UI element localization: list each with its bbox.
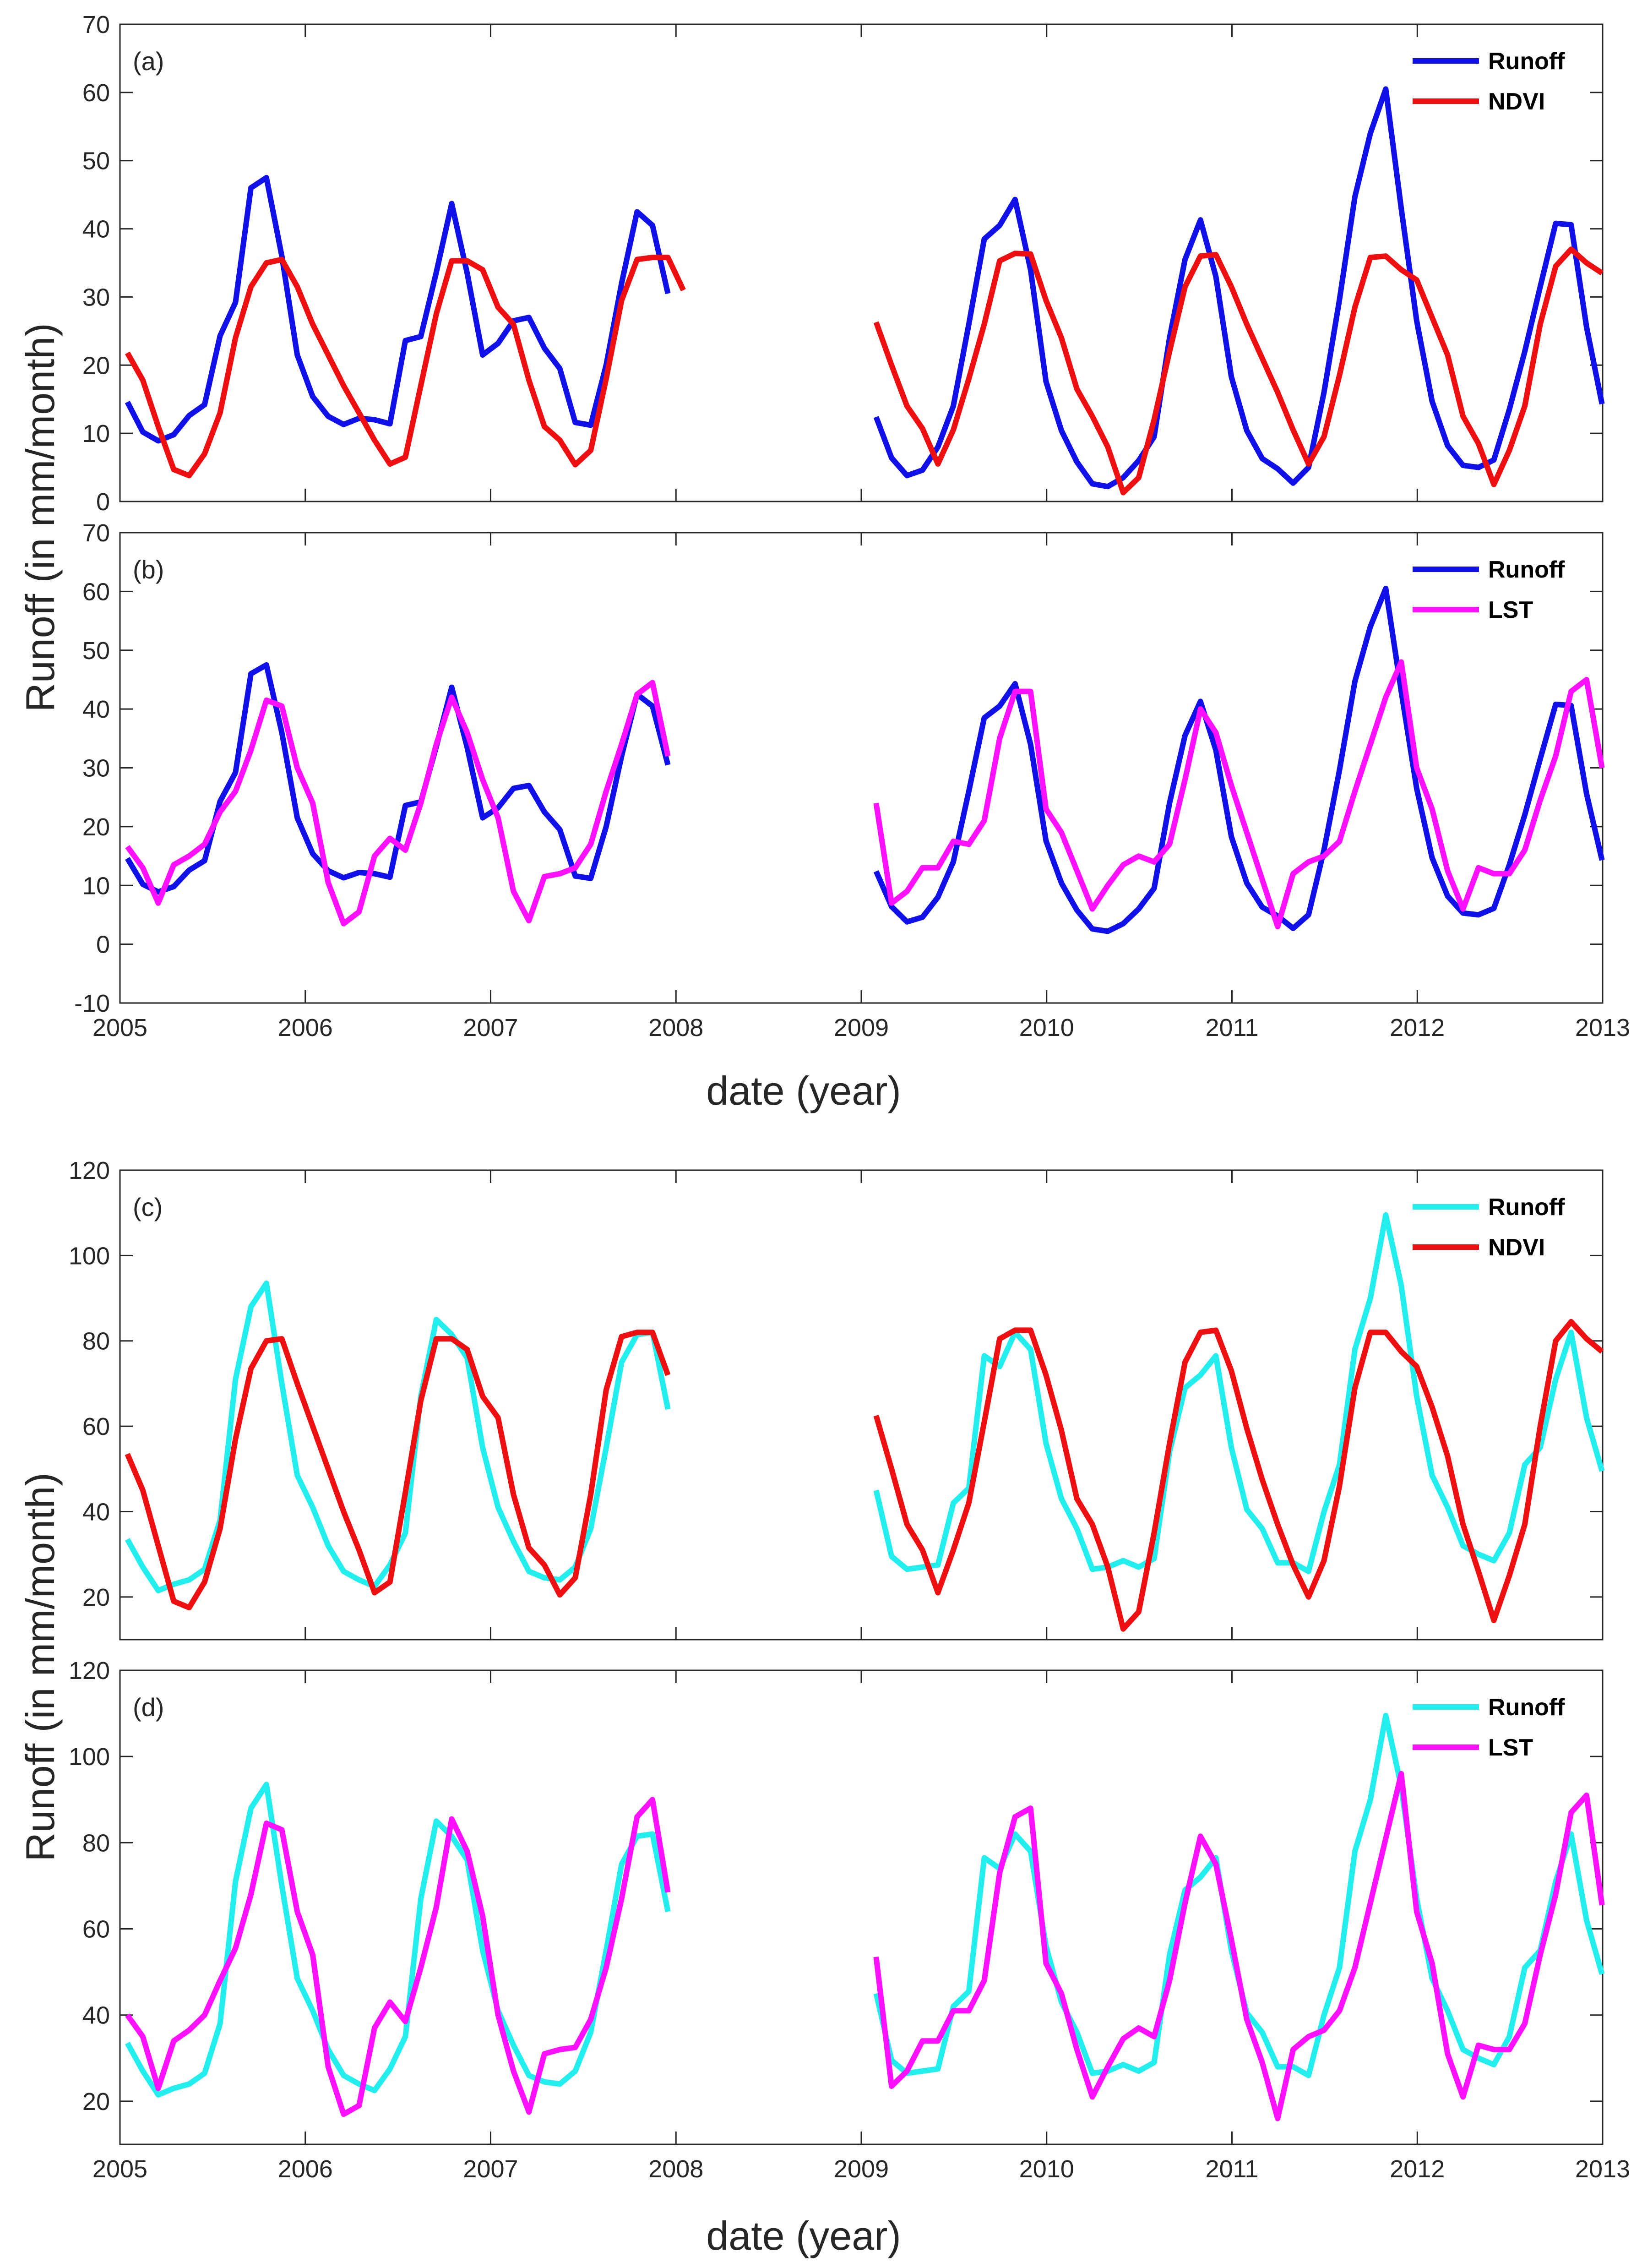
y-tick-label: 60	[82, 1413, 110, 1440]
panel-label: (a)	[133, 47, 164, 76]
series-runoff	[125, 1712, 1605, 2098]
y-tick-label: 10	[82, 420, 110, 447]
x-tick-label: 2012	[1390, 2155, 1445, 2183]
series-line-runoff	[125, 1782, 671, 2098]
x-axis-label-bottom: date (year)	[706, 2213, 901, 2258]
y-tick-label: 80	[82, 1328, 110, 1355]
x-tick-label: 2010	[1019, 2155, 1074, 2183]
legend: Runoff LST	[1413, 556, 1565, 623]
legend-entry: Runoff	[1488, 1694, 1565, 1721]
series-line-ndvi	[125, 1330, 671, 1611]
legend-entry: LST	[1488, 1734, 1533, 1761]
y-tick-label: -10	[74, 990, 110, 1017]
x-tick-label: 2005	[92, 2155, 147, 2183]
y-tick-label: 50	[82, 147, 110, 175]
series-ndvi	[125, 1319, 1604, 1632]
x-tick-label: 2006	[278, 2155, 333, 2183]
x-tick-label: 2009	[834, 2155, 889, 2183]
x-tick-label: 2007	[463, 2155, 518, 2183]
y-tick-label: 0	[96, 931, 110, 959]
series-line-runoff	[873, 586, 1605, 934]
axes-box	[119, 23, 1604, 502]
x-tick-label: 2013	[1575, 2155, 1630, 2183]
series-runoff	[125, 86, 1605, 490]
y-tick-label: 40	[82, 696, 110, 723]
series-ndvi	[125, 246, 1604, 496]
x-tick-label: 2007	[463, 1014, 518, 1041]
y-axis-label-bottom: Runoff (in mm/month)	[17, 1472, 63, 1861]
y-tick-label: 60	[82, 578, 110, 605]
legend: Runoff LST	[1413, 1694, 1565, 1761]
series-runoff	[125, 586, 1605, 934]
y-tick-label: 20	[82, 1584, 110, 1611]
y-tick-label: 100	[69, 1743, 110, 1771]
panel-d: 20 40 60 80 100 120 2005 2006 2007 2008 2009 2010 20…	[69, 1657, 1630, 2183]
y-tick-label: 80	[82, 1829, 110, 1857]
x-tick-label: 2008	[648, 1014, 703, 1041]
x-tick-label: 2011	[1205, 2155, 1258, 2183]
legend: Runoff NDVI	[1413, 1194, 1565, 1261]
series-line-lst	[873, 1771, 1605, 2121]
x-tick-label: 2006	[278, 1014, 333, 1041]
series-line-lst	[125, 680, 671, 927]
series-line-ndvi	[873, 1319, 1604, 1632]
y-tick-label: 40	[82, 1498, 110, 1526]
x-tick-label: 2012	[1390, 1014, 1445, 1041]
y-tick-label: 20	[82, 2088, 110, 2115]
series-line-lst	[873, 659, 1605, 930]
y-tick-label: 20	[82, 813, 110, 841]
y-tick-label: 70	[82, 11, 110, 38]
y-tick-label: 120	[69, 1657, 110, 1685]
y-tick-label: 100	[69, 1242, 110, 1270]
legend-entry: LST	[1488, 597, 1533, 623]
x-tick-label: 2010	[1019, 1014, 1074, 1041]
y-tick-label: 60	[82, 1916, 110, 1943]
x-tick-label: 2005	[92, 1014, 147, 1041]
panel-label: (d)	[133, 1693, 164, 1722]
series-line-ndvi	[125, 255, 686, 479]
y-tick-label: 60	[82, 79, 110, 107]
panel-c: 20 40 60 80 100 120 (c) Runoff NDVI	[69, 1157, 1605, 1641]
legend-entry: NDVI	[1488, 88, 1545, 115]
series-line-lst	[125, 1797, 671, 2117]
panel-b: -10 0 10 20 30 40 50 60 70 2005 2006 2007 2008 2009 20…	[74, 519, 1630, 1041]
legend-entry: NDVI	[1488, 1234, 1545, 1261]
x-tick-label: 2009	[834, 1014, 889, 1041]
x-axis-label-top: date (year)	[706, 1068, 901, 1113]
series-line-runoff	[873, 86, 1605, 490]
y-tick-label: 30	[82, 284, 110, 311]
series-line-runoff	[125, 174, 671, 444]
y-tick-label: 40	[82, 216, 110, 243]
series-runoff	[125, 1212, 1605, 1593]
y-tick-label: 120	[69, 1157, 110, 1184]
x-tick-label: 2013	[1575, 1014, 1630, 1041]
x-tick-label: 2008	[648, 2155, 703, 2183]
series-line-runoff	[125, 662, 671, 895]
panel-a: 0 10 20 30 40 50 60 70 (a) Runoff NDVI	[82, 11, 1605, 516]
y-tick-label: 0	[96, 488, 110, 516]
x-tick-label: 2011	[1205, 1014, 1258, 1041]
legend-entry: Runoff	[1488, 556, 1565, 583]
panel-label: (b)	[133, 555, 164, 584]
legend: Runoff NDVI	[1413, 48, 1565, 115]
series-lst	[125, 659, 1605, 930]
y-tick-label: 20	[82, 352, 110, 379]
y-tick-label: 30	[82, 755, 110, 782]
y-tick-label: 50	[82, 637, 110, 665]
y-tick-label: 70	[82, 519, 110, 547]
y-tick-label: 40	[82, 2002, 110, 2029]
series-line-ndvi	[873, 246, 1604, 496]
series-line-runoff	[873, 1712, 1605, 2078]
legend-entry: Runoff	[1488, 1194, 1565, 1221]
legend-entry: Runoff	[1488, 48, 1565, 75]
series-lst	[125, 1771, 1605, 2121]
y-axis-label-top: Runoff (in mm/month)	[17, 323, 63, 712]
panel-label: (c)	[133, 1193, 163, 1221]
y-tick-label: 10	[82, 872, 110, 900]
